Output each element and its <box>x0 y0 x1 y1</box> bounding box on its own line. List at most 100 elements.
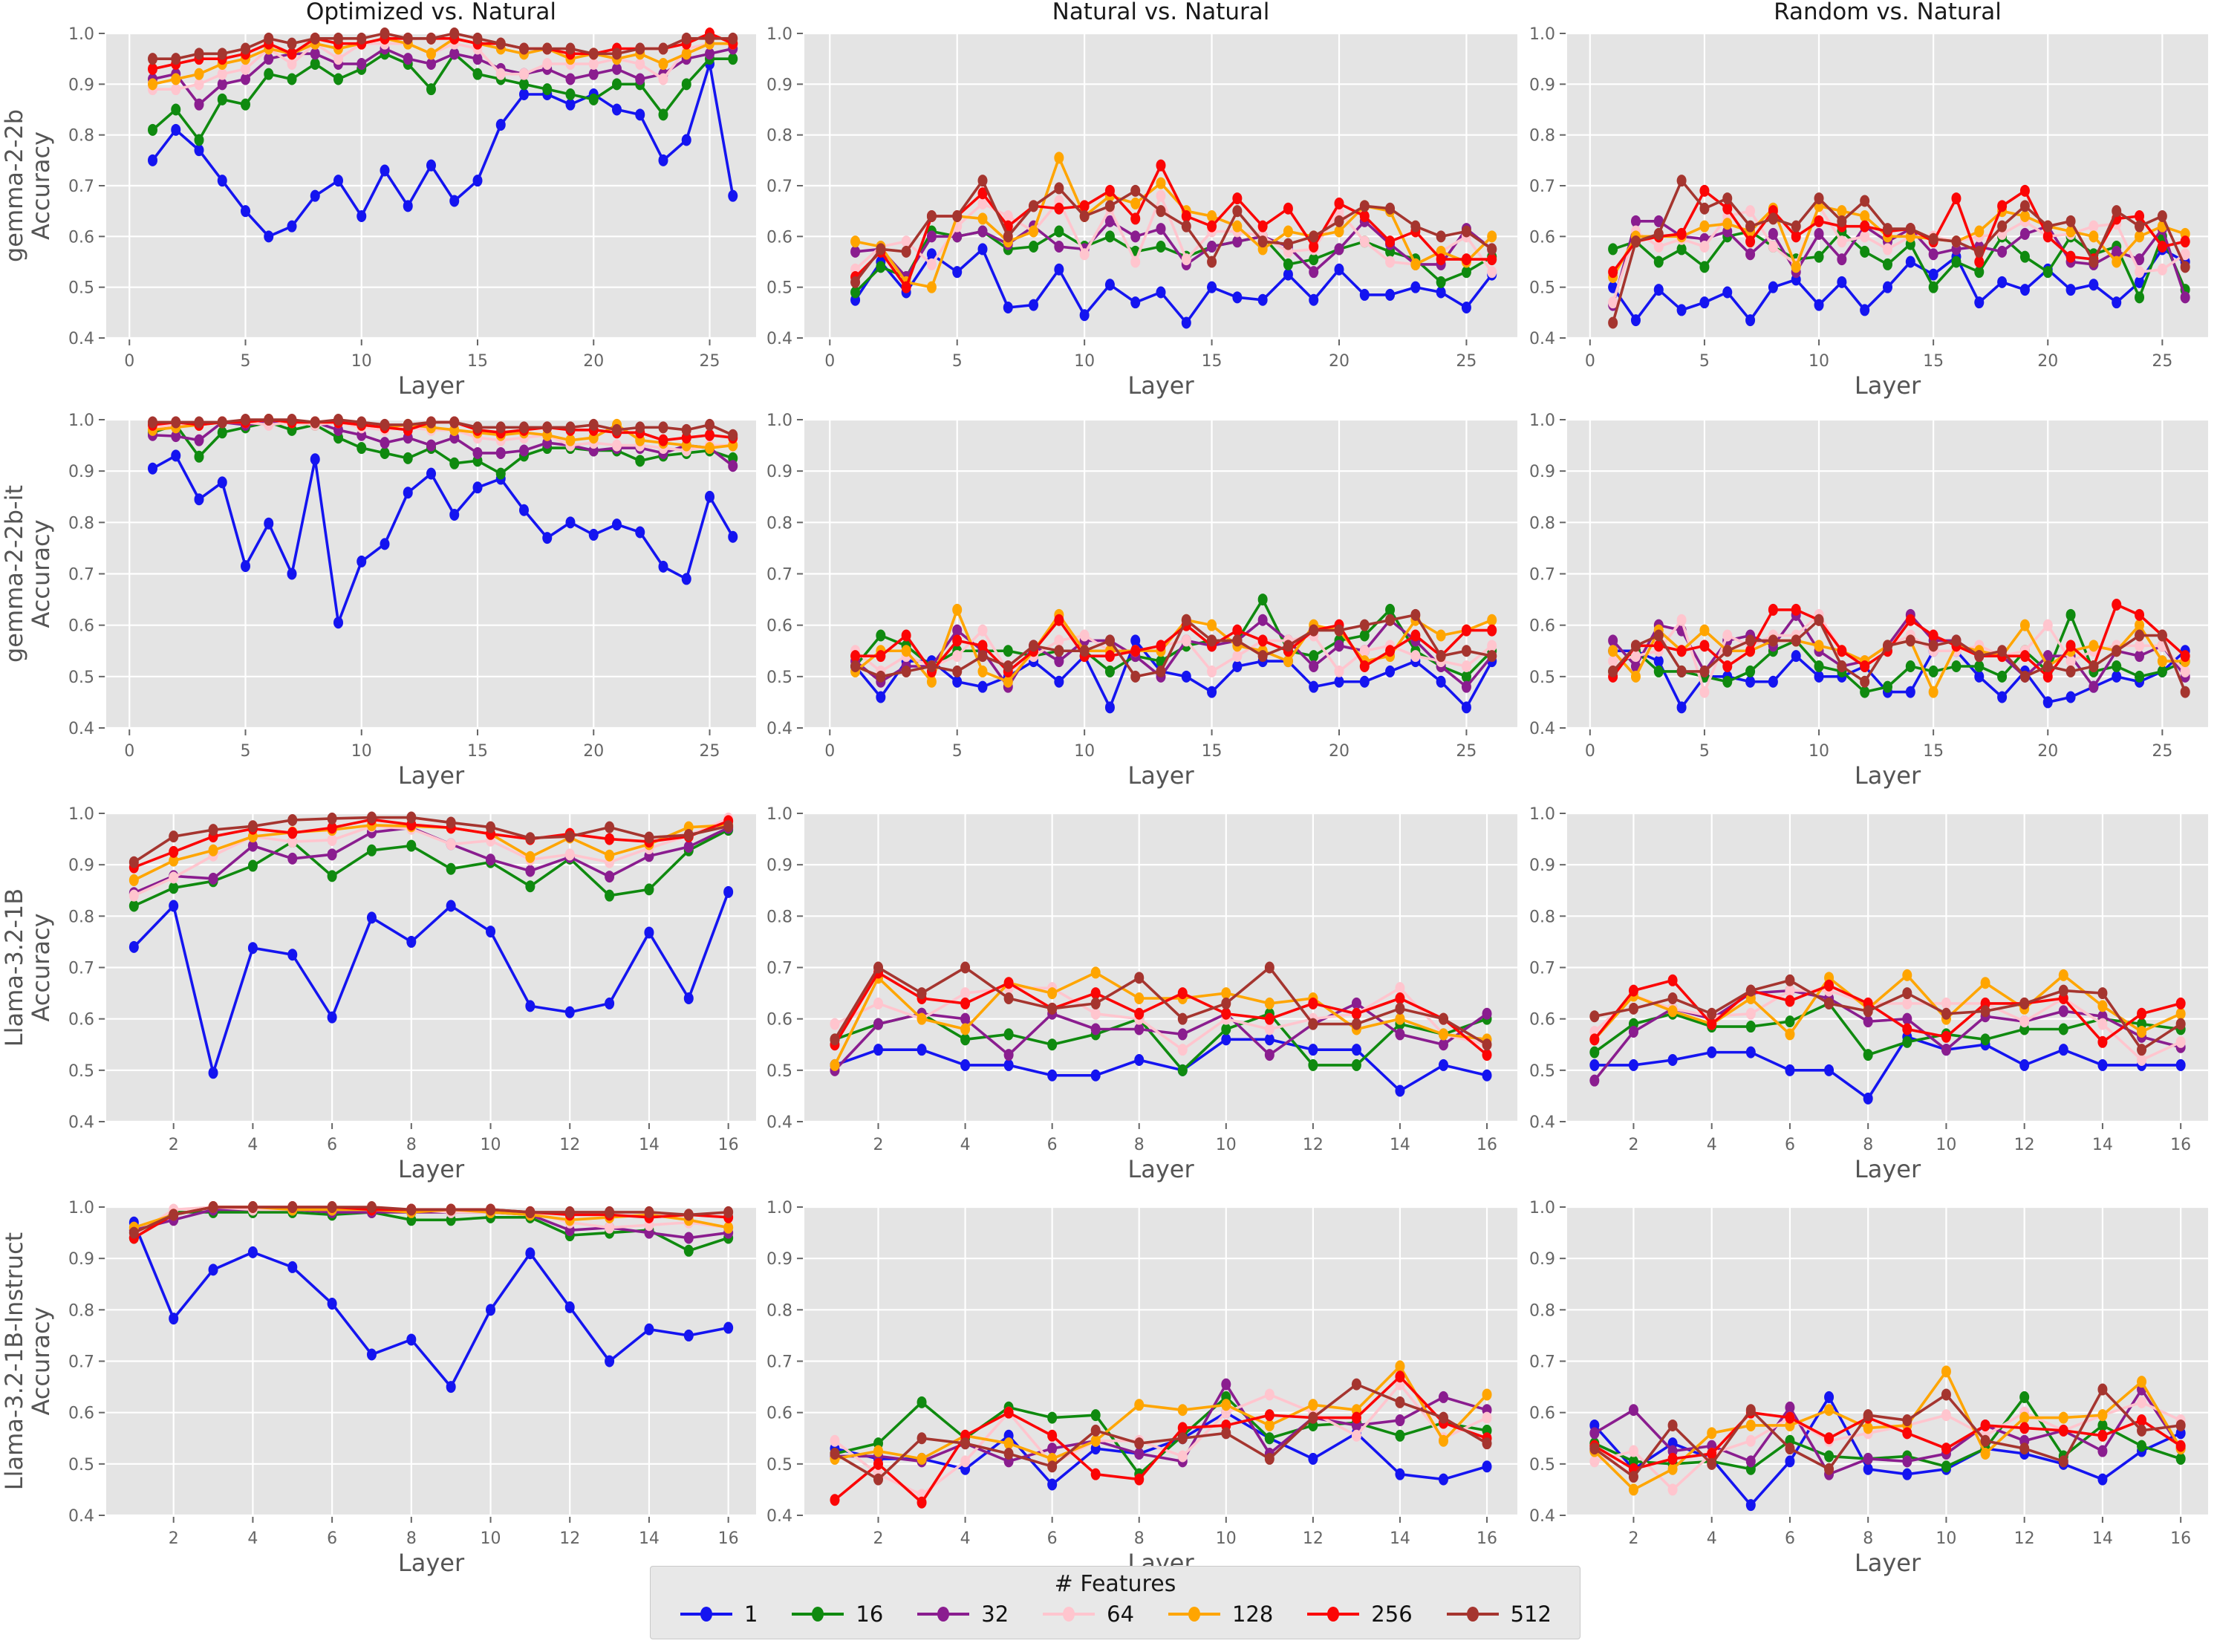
series-1-marker <box>1745 675 1756 688</box>
series-16-marker <box>1860 245 1870 258</box>
y-tick-label: 0.7 <box>68 178 94 196</box>
series-32-marker <box>1047 1443 1058 1455</box>
x-axis-label: Layer <box>1127 1155 1194 1183</box>
series-1-marker <box>1385 288 1396 301</box>
series-1-marker <box>1029 299 1039 311</box>
legend-title: # Features <box>1054 1571 1176 1597</box>
series-1-marker <box>681 134 691 146</box>
series-512-marker <box>169 1209 179 1221</box>
series-32-line <box>834 1382 1488 1463</box>
series-512-marker <box>1221 997 1231 1009</box>
series-512-marker <box>1181 614 1191 626</box>
x-tick-label: 14 <box>2092 1529 2113 1548</box>
series-16-marker <box>247 859 258 872</box>
x-tick-label: 6 <box>1785 1136 1795 1154</box>
series-16-marker <box>1283 258 1293 270</box>
series-32-marker <box>1257 614 1268 626</box>
y-tick-label: 0.9 <box>68 1250 94 1269</box>
series-512-marker <box>644 1206 654 1218</box>
series-256-marker <box>1156 159 1166 172</box>
series-512-marker <box>1264 1452 1274 1465</box>
series-32-marker <box>525 865 535 877</box>
series-512-marker <box>1791 634 1801 647</box>
series-512-marker <box>605 821 615 833</box>
series-64-marker <box>1628 1445 1638 1457</box>
series-1-marker <box>644 1323 654 1336</box>
series-16-marker <box>403 452 413 464</box>
series-256-marker <box>1487 624 1497 637</box>
series-128-marker <box>2019 1411 2030 1424</box>
series-256-marker <box>1487 253 1497 266</box>
series-512-marker <box>495 421 506 434</box>
series-64-marker <box>327 833 337 846</box>
series-256-marker <box>917 1496 927 1509</box>
series-512-marker <box>310 416 320 429</box>
series-128-marker <box>1264 997 1274 1009</box>
x-axis-label: Layer <box>398 761 465 790</box>
series-1-marker <box>1974 670 1985 683</box>
x-tick-label: 6 <box>327 1529 337 1548</box>
series-1-marker <box>406 935 417 948</box>
series-512-marker <box>2019 997 2030 1009</box>
series-512-marker <box>1974 650 1985 663</box>
series-512-marker <box>1029 200 1039 212</box>
series-256-marker <box>1902 1023 1912 1035</box>
series-128-marker <box>901 645 911 657</box>
series-512-marker <box>406 1203 417 1216</box>
x-tick-label: 12 <box>559 1136 580 1154</box>
series-64-marker <box>1860 230 1870 243</box>
series-512-marker <box>403 32 413 45</box>
series-256-marker <box>1589 1033 1600 1046</box>
series-512-line <box>1593 1387 2181 1479</box>
series-32-marker <box>2112 245 2122 258</box>
series-1 <box>148 449 738 629</box>
series-512-marker <box>681 423 691 436</box>
series-32-marker <box>1997 245 2008 258</box>
series-1-marker <box>217 175 227 187</box>
series-32-marker <box>588 68 599 80</box>
series-256-marker <box>1181 210 1191 222</box>
series-512-marker <box>2112 205 2122 218</box>
series-512-marker <box>1156 205 1166 218</box>
series-64-marker <box>1667 1483 1678 1496</box>
y-axis-label: Accuracy <box>27 913 55 1021</box>
x-tick-label: 16 <box>1477 1136 1497 1154</box>
series-256-line <box>833 1374 1488 1505</box>
y-tick-label: 0.6 <box>68 228 94 247</box>
series-256-marker <box>977 187 988 200</box>
x-axis-label: Layer <box>1855 1155 1921 1183</box>
series-16-marker <box>1699 261 1710 273</box>
series-256-marker <box>148 62 157 75</box>
series-512-marker <box>287 813 298 826</box>
series-64-marker <box>564 848 575 861</box>
x-tick-label: 2 <box>169 1136 179 1154</box>
series-256-marker <box>2042 670 2053 683</box>
x-tick-label: 4 <box>247 1136 258 1154</box>
series-128-marker <box>705 442 714 455</box>
series-256-marker <box>1308 997 1318 1009</box>
series-256-marker <box>1941 1443 1951 1455</box>
series-512-marker <box>525 1206 535 1218</box>
series-512-marker <box>1410 220 1421 232</box>
series-64-marker <box>977 197 988 209</box>
y-tick-label: 0.6 <box>68 1405 94 1423</box>
series-128-marker <box>1928 686 1938 698</box>
series-64-marker <box>2157 263 2167 276</box>
series-16-marker <box>1090 1409 1101 1422</box>
series-64-marker <box>1699 241 1710 253</box>
x-axis-label: Layer <box>398 1155 465 1183</box>
series-1-marker <box>926 248 937 261</box>
series-64-marker <box>287 836 298 848</box>
series-512-marker <box>1883 223 1892 235</box>
series-16-marker <box>2058 1023 2068 1035</box>
series-512-marker <box>873 961 884 974</box>
series-512-marker <box>128 856 139 868</box>
series-256-marker <box>2175 1440 2186 1452</box>
series-1-marker <box>1385 665 1396 677</box>
series-512-marker <box>830 1448 840 1460</box>
series-16-marker <box>1029 241 1039 253</box>
x-tick-label: 20 <box>2037 742 2058 761</box>
series-512-marker <box>1722 192 1733 205</box>
series-16-marker <box>1860 686 1870 698</box>
x-tick-label: 4 <box>1707 1136 1717 1154</box>
